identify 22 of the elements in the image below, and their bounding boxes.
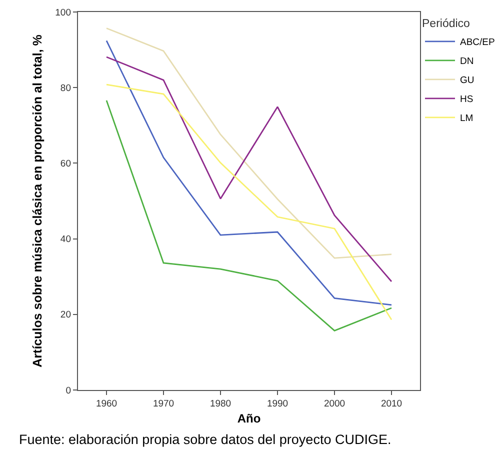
y-tick-label: 0 — [66, 385, 71, 396]
x-tick-label: 2010 — [380, 398, 402, 410]
y-tick-label: 80 — [60, 82, 71, 94]
y-tick-label: 100 — [55, 7, 71, 18]
x-tick-label: 1990 — [266, 398, 288, 410]
y-tick-label: 60 — [60, 158, 71, 170]
line-series — [106, 28, 392, 259]
legend-title: Periódico — [422, 18, 470, 30]
legend-label: LM — [460, 113, 474, 124]
x-tick-label: 1960 — [96, 398, 118, 410]
x-tick-label: 2000 — [324, 398, 346, 410]
legend-label: GU — [460, 75, 474, 86]
y-tick-label: 20 — [60, 310, 71, 321]
y-tick-label: 40 — [60, 234, 71, 246]
legend-label: DN — [460, 56, 474, 68]
legend-label: ABC/EP — [460, 37, 495, 48]
x-axis-title: Año — [237, 411, 261, 426]
legend-label: HS — [460, 94, 474, 106]
y-axis-title: Artículos sobre música clásica en proporción al total, % — [30, 34, 44, 368]
x-tick-label: 1980 — [210, 398, 232, 410]
source-note: Fuente: elaboración propia sobre datos del proyecto CUDIGE. — [19, 432, 392, 447]
x-tick-label: 1970 — [152, 398, 174, 410]
